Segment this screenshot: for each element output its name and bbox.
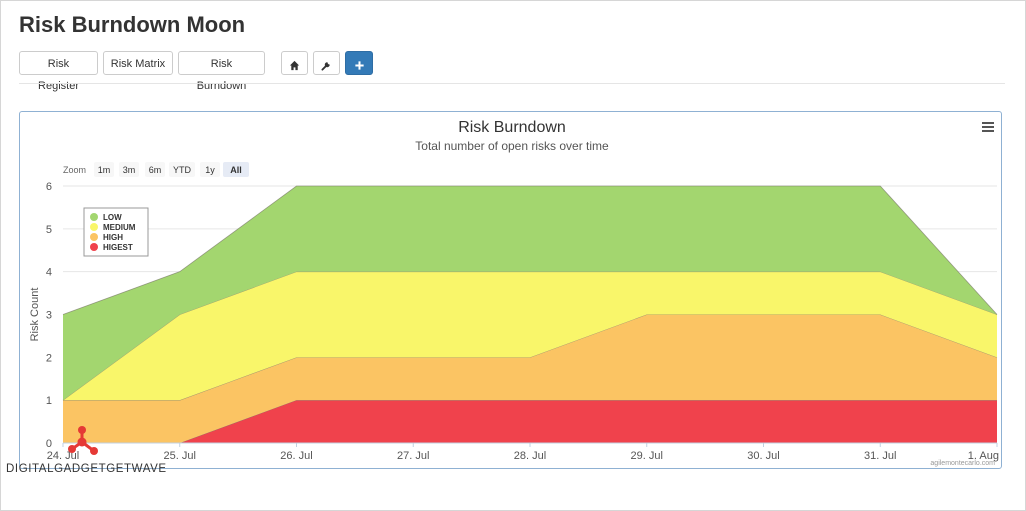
page-title: Risk Burndown Moon [19,12,246,37]
y-tick-label: 6 [46,181,52,193]
risk-burndown-button[interactable]: Risk Burndown [178,51,265,92]
plus-icon [354,61,364,70]
zoom-button-1m[interactable] [94,162,114,177]
legend-item-high[interactable]: HIGH [103,233,123,242]
zoom-selector: Zoom 1m 3m 6m YTD 1y All [63,162,249,177]
area-higest[interactable] [63,400,997,443]
zoom-button-3m[interactable] [119,162,139,177]
y-tick-label: 0 [46,438,52,450]
legend-item-higest[interactable]: HIGEST [103,243,133,252]
x-tick-label: 26. Jul [280,450,312,462]
x-tick-label: 29. Jul [631,450,663,462]
chart-menu-button[interactable] [978,118,996,136]
y-axis-title: Risk Count [29,288,41,342]
burndown-chart: 0 1 2 3 4 5 6 Risk Count 24. Jul 25. Jul 26. Jul 27… [29,118,999,467]
x-tick-label: 24. Jul [47,450,79,462]
watermark-logo [64,424,102,467]
legend-marker-higest[interactable] [90,243,98,251]
zoom-button-all[interactable] [223,162,249,177]
zoom-button-6m[interactable] [145,162,165,177]
x-tick-label: 1. Aug [968,450,999,462]
add-button[interactable] [345,51,373,75]
x-tick-label: 30. Jul [747,450,779,462]
zoom-label-1y[interactable]: 1y [205,165,215,175]
legend-marker-low[interactable] [90,213,98,221]
y-tick-label: 5 [46,224,52,236]
chart-subtitle: Total number of open risks over time [415,139,609,153]
legend-marker-high[interactable] [90,233,98,241]
zoom-button-ytd[interactable] [169,162,195,177]
x-tick-label: 27. Jul [397,450,429,462]
series-line-higest [63,399,997,444]
series-line-low [62,185,998,315]
chart-panel: 0 1 2 3 4 5 6 Risk Count 24. Jul 25. Jul 26. Jul 27… [19,111,1002,469]
zoom-label-6m[interactable]: 6m [149,165,162,175]
zoom-label-1m[interactable]: 1m [98,165,111,175]
zoom-label-all[interactable]: All [230,165,242,175]
watermark-text: DIGITALGADGETGETWAVE [6,463,167,475]
legend-item-low[interactable]: LOW [103,213,122,222]
x-tick-label: 25. Jul [164,450,196,462]
risk-matrix-button[interactable]: Risk Matrix [103,51,173,75]
series-line-medium [62,271,998,401]
area-low[interactable] [63,186,997,401]
legend-marker-medium[interactable] [90,223,98,231]
area-medium[interactable] [63,271,997,401]
x-tick-label: 31. Jul [864,450,896,462]
area-high[interactable] [63,314,997,444]
zoom-label: Zoom [63,165,86,175]
wrench-icon [321,62,330,71]
y-tick-label: 3 [46,310,52,322]
zoom-label-ytd[interactable]: YTD [173,165,192,175]
settings-button[interactable] [313,51,340,75]
y-tick-label: 2 [46,352,52,364]
hamburger-icon [982,122,994,132]
zoom-button-1y[interactable] [200,162,220,177]
home-button[interactable] [281,51,308,75]
chart-title: Risk Burndown [458,119,566,136]
y-tick-label: 1 [46,395,52,407]
risk-register-button[interactable]: Risk Register [19,51,98,92]
y-tick-label: 4 [46,267,52,279]
toolbar-divider [19,83,1005,84]
x-tick-label: 28. Jul [514,450,546,462]
chart-credit[interactable]: agilemontecarlo.com [930,460,995,467]
legend-item-medium[interactable]: MEDIUM [103,223,136,232]
home-icon [289,60,300,71]
zoom-label-3m[interactable]: 3m [123,165,136,175]
